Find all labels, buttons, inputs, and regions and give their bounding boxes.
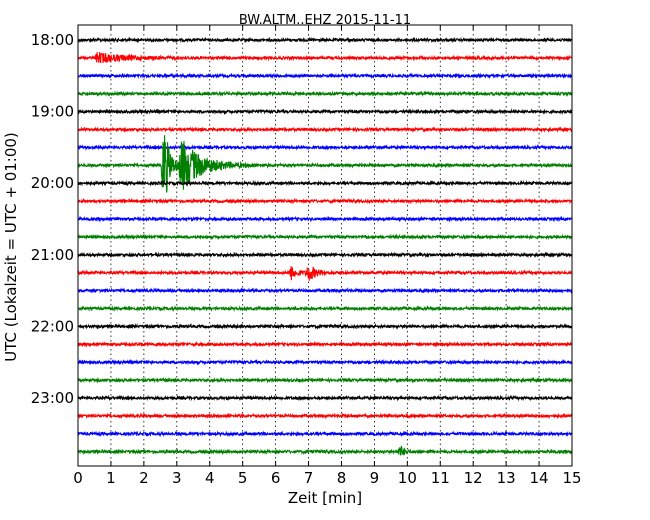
trace-line [77,251,573,259]
trace-line [77,445,573,456]
trace-line [77,126,573,133]
x-tick-label: 5 [238,469,248,487]
x-tick-label: 4 [205,469,215,487]
trace-line [77,394,573,402]
y-tick-label: 18:00 [31,31,74,49]
x-tick-label: 6 [271,469,281,487]
plot-frame [77,24,573,467]
trace-line [77,90,573,98]
x-tick-label: 13 [497,469,516,487]
y-tick-label: 22:00 [31,317,74,335]
trace-line [77,430,573,438]
x-tick-label: 12 [464,469,483,487]
x-tick-label: 0 [73,469,83,487]
trace-line [77,266,573,281]
y-tick-label: 23:00 [31,389,74,407]
x-tick-label: 2 [139,469,149,487]
x-tick-label: 3 [172,469,182,487]
trace-line [77,215,573,223]
x-tick-label: 11 [431,469,450,487]
vertical-grid-lines [110,25,540,466]
trace-line [77,52,573,64]
x-tick-label: 9 [370,469,380,487]
seismic-traces [77,36,573,456]
trace-line [77,305,573,312]
x-tick-label: 15 [562,469,581,487]
trace-line [77,179,573,187]
y-axis-label: UTC (Lokalzeit = UTC + 01:00) [2,132,20,362]
y-axis-ticks: 18:00 19:00 20:00 21:00 22:00 23:00 [31,31,572,407]
trace-line [77,108,573,116]
trace-line [77,340,573,348]
y-tick-label: 21:00 [31,246,74,264]
trace-line [77,36,573,44]
chart-title: BW.ALTM..EHZ 2015-11-11 [239,13,411,28]
trace-line [77,144,573,151]
trace-line [77,323,573,330]
trace-line [77,233,573,241]
x-tick-label: 14 [530,469,549,487]
x-axis-label: Zeit [min] [288,489,362,507]
trace-line [77,358,573,366]
x-tick-label: 7 [304,469,314,487]
trace-line [77,376,573,384]
trace-line [77,72,573,80]
trace-line [77,287,573,294]
x-axis-ticks: 0 1 2 3 4 5 6 7 8 9 10 11 12 13 14 15 [73,25,582,487]
trace-line [77,412,573,420]
y-tick-label: 19:00 [31,103,74,121]
trace-line [77,135,573,193]
trace-line [77,197,573,205]
x-tick-label: 1 [106,469,116,487]
x-tick-label: 8 [337,469,347,487]
y-tick-label: 20:00 [31,174,74,192]
x-tick-label: 10 [398,469,417,487]
